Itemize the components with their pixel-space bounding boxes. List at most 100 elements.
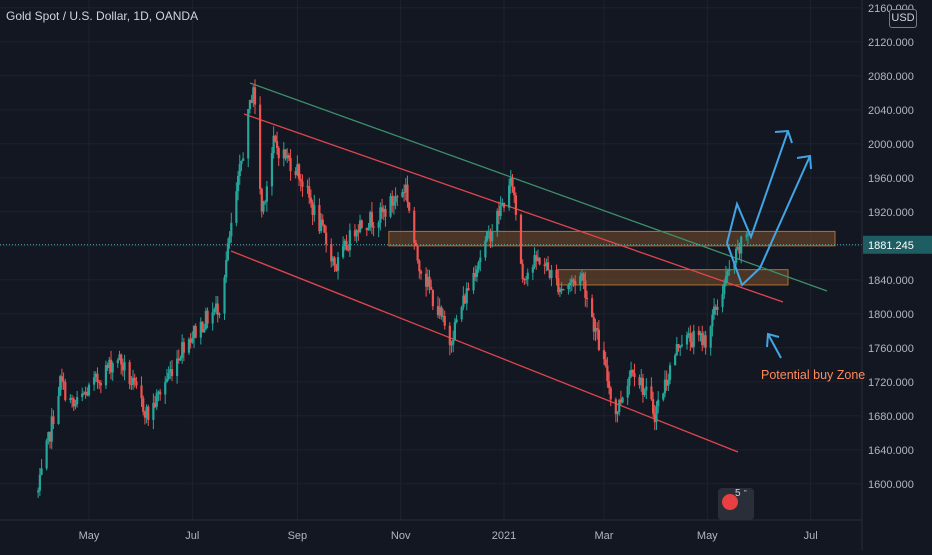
candle-body (441, 315, 445, 317)
comment-icon: ” (744, 489, 747, 498)
last-price-label: 1881.245 (868, 240, 914, 252)
comment-count: 5 (735, 488, 741, 499)
time-axis[interactable]: May Jul Sep Nov 2021 Mar May Jul (0, 519, 862, 542)
y-tick-label: 1800.000 (868, 309, 914, 321)
candle-body (414, 242, 418, 247)
candle-body (284, 149, 287, 159)
candle-body (289, 158, 292, 172)
candle-body (118, 354, 121, 361)
candle-body (130, 384, 133, 386)
candle-body (145, 406, 148, 418)
candle-body (309, 197, 313, 203)
candle-body (548, 270, 551, 279)
candle-body (192, 326, 196, 339)
candle-body (721, 294, 724, 308)
author-badge[interactable]: 5 ” (718, 488, 754, 520)
candle-body (633, 373, 636, 378)
candle-body (336, 257, 340, 271)
candle-body (653, 413, 656, 423)
y-tick-label: 2120.000 (868, 37, 914, 49)
candle-body (614, 399, 617, 415)
candle-body (319, 219, 323, 232)
candle-body (159, 391, 162, 395)
candle-body (38, 474, 41, 491)
x-tick-label: May (697, 530, 718, 542)
projection-path-1 (726, 130, 789, 244)
candle-body (377, 222, 380, 228)
candle-body (342, 245, 345, 258)
candle-body (557, 278, 560, 293)
candle-body (358, 220, 362, 233)
candle-body (509, 177, 512, 186)
candle-body (558, 288, 562, 293)
candle-body (594, 328, 597, 332)
candle-body (325, 232, 328, 245)
candle-body (94, 373, 97, 378)
candle-body (277, 147, 280, 159)
candle-body (675, 344, 678, 356)
candle-body (570, 279, 573, 283)
candle-body (135, 381, 138, 386)
candle-body (45, 440, 48, 469)
candle-body (467, 288, 470, 291)
candle-body (665, 379, 668, 386)
currency-button[interactable]: USD (889, 9, 917, 28)
candle-body (82, 393, 86, 395)
y-tick-label: 2000.000 (868, 139, 914, 151)
candle-body (296, 164, 299, 176)
candle-body (535, 255, 538, 262)
grid (0, 0, 862, 520)
candle-body (391, 196, 394, 206)
candle-body (164, 381, 167, 395)
candle-body (543, 264, 546, 267)
candle-body (169, 369, 172, 373)
candle-body (641, 378, 645, 395)
y-tick-label: 1960.000 (868, 173, 914, 185)
candle-body (519, 214, 523, 264)
candle-body (301, 181, 304, 187)
candle-body (235, 191, 238, 223)
price-axis[interactable]: 1600.000 1640.000 1680.000 1720.000 1760.000… (861, 0, 932, 550)
candle-body (536, 257, 540, 262)
candle-body (591, 298, 594, 318)
candle-body (604, 359, 607, 366)
candle-body (606, 365, 609, 382)
candle-body (238, 164, 241, 176)
candle-body (746, 234, 750, 236)
candle-body (157, 391, 160, 393)
candle-body (248, 100, 252, 109)
candle-body (230, 222, 233, 237)
candle-body (214, 303, 218, 310)
candle-body (479, 257, 482, 263)
candle-body (524, 279, 528, 281)
candle-body (40, 468, 43, 475)
candle-body (697, 330, 700, 336)
candle-body (104, 365, 108, 386)
candle-body (430, 286, 433, 290)
candle-body (699, 333, 702, 336)
candle-body (502, 202, 506, 208)
candle-body (477, 262, 480, 270)
candle-body (640, 378, 643, 386)
candle-body (572, 279, 575, 281)
y-tick-label: 1840.000 (868, 275, 914, 287)
candle-body (448, 325, 451, 345)
candle-body (48, 432, 52, 442)
candle-body (72, 398, 75, 407)
candle-body (413, 210, 416, 243)
candle-body (645, 386, 648, 391)
candle-body (736, 247, 739, 249)
candle-body (179, 358, 182, 361)
candle-body (546, 262, 550, 271)
channel-lower-line (230, 250, 739, 453)
candle-body (64, 382, 67, 401)
candle-body (712, 306, 716, 315)
candle-body (508, 185, 511, 208)
candle-body (213, 309, 216, 313)
candle-body (206, 310, 209, 324)
candle-body (170, 369, 174, 377)
channel-upper-line (243, 113, 784, 303)
candle-body (106, 365, 109, 368)
